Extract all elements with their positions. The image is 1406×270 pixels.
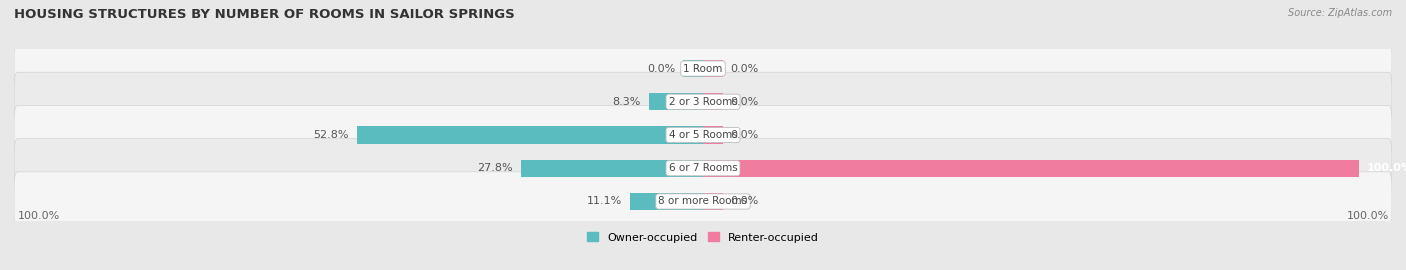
Text: 1 Room: 1 Room xyxy=(683,63,723,73)
Text: 8 or more Rooms: 8 or more Rooms xyxy=(658,197,748,207)
FancyBboxPatch shape xyxy=(14,172,1392,231)
Text: 0.0%: 0.0% xyxy=(731,97,759,107)
Bar xyxy=(703,193,723,210)
Bar xyxy=(703,126,723,144)
Bar xyxy=(630,193,703,210)
Legend: Owner-occupied, Renter-occupied: Owner-occupied, Renter-occupied xyxy=(582,228,824,247)
FancyBboxPatch shape xyxy=(14,72,1392,131)
Text: 6 or 7 Rooms: 6 or 7 Rooms xyxy=(669,163,737,173)
Bar xyxy=(683,60,703,77)
Text: 11.1%: 11.1% xyxy=(588,197,623,207)
Text: 8.3%: 8.3% xyxy=(612,97,641,107)
Text: 100.0%: 100.0% xyxy=(1347,211,1389,221)
Text: 0.0%: 0.0% xyxy=(731,197,759,207)
Text: 52.8%: 52.8% xyxy=(314,130,349,140)
Text: 2 or 3 Rooms: 2 or 3 Rooms xyxy=(669,97,737,107)
Text: 0.0%: 0.0% xyxy=(647,63,675,73)
Bar xyxy=(648,93,703,110)
Bar xyxy=(703,60,723,77)
Text: 0.0%: 0.0% xyxy=(731,130,759,140)
FancyBboxPatch shape xyxy=(14,105,1392,165)
Bar xyxy=(520,160,703,177)
Text: 0.0%: 0.0% xyxy=(731,63,759,73)
Text: 100.0%: 100.0% xyxy=(17,211,59,221)
FancyBboxPatch shape xyxy=(14,139,1392,198)
Text: 100.0%: 100.0% xyxy=(1367,163,1406,173)
FancyBboxPatch shape xyxy=(14,39,1392,98)
Bar xyxy=(703,160,1360,177)
Bar xyxy=(703,93,723,110)
Text: HOUSING STRUCTURES BY NUMBER OF ROOMS IN SAILOR SPRINGS: HOUSING STRUCTURES BY NUMBER OF ROOMS IN… xyxy=(14,8,515,21)
Text: 27.8%: 27.8% xyxy=(477,163,513,173)
Bar xyxy=(357,126,703,144)
Text: Source: ZipAtlas.com: Source: ZipAtlas.com xyxy=(1288,8,1392,18)
Text: 4 or 5 Rooms: 4 or 5 Rooms xyxy=(669,130,737,140)
